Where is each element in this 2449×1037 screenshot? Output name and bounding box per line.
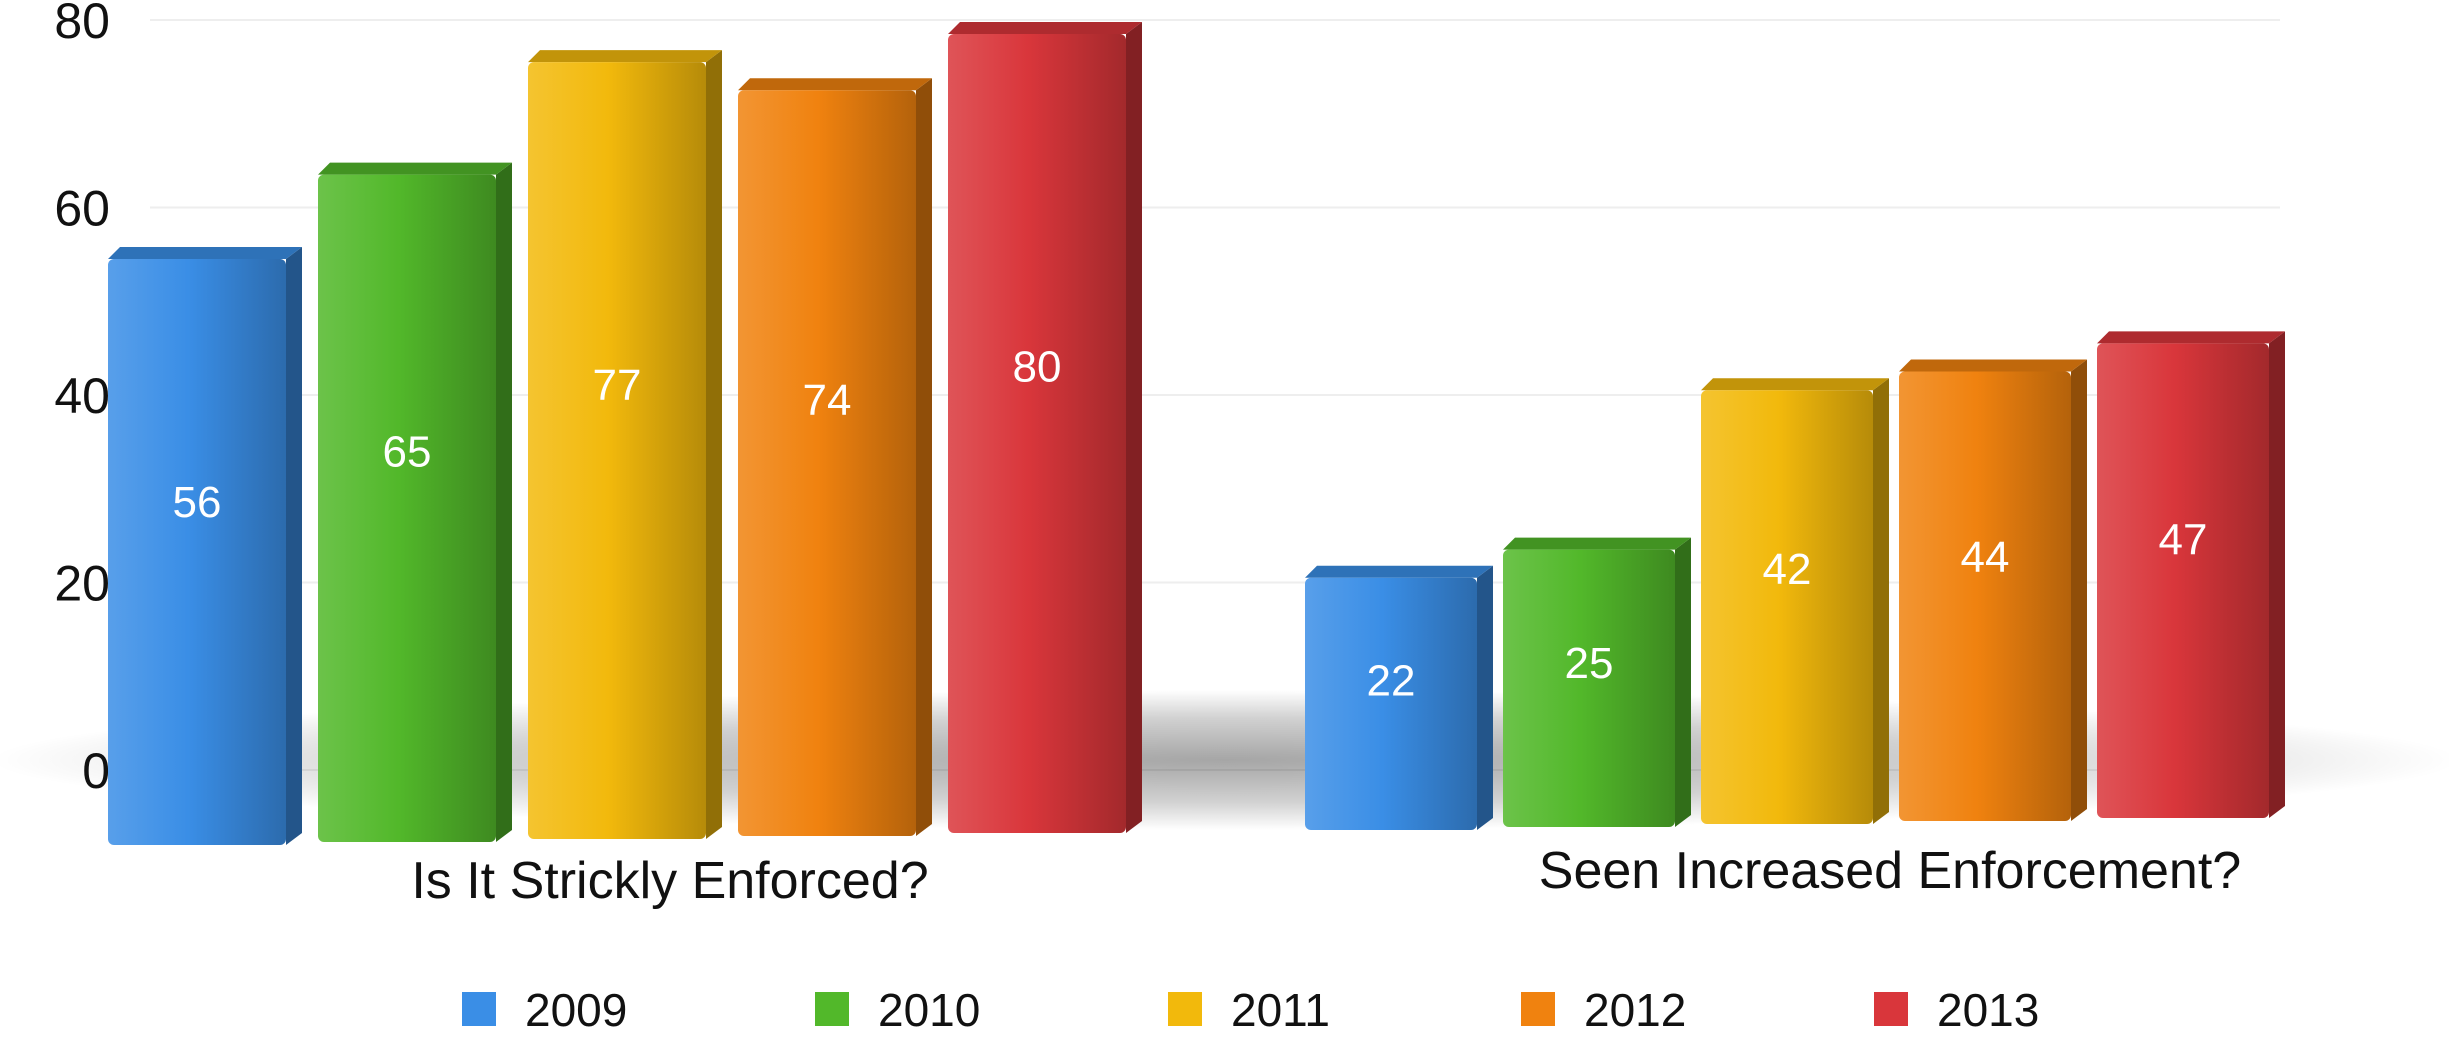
- legend-label: 2011: [1231, 984, 1330, 1036]
- bar-2010-1: 65: [318, 162, 512, 842]
- bar-side: [706, 50, 722, 839]
- category-label: Seen Increased Enforcement?: [1539, 842, 2241, 900]
- bar-top: [1899, 359, 2087, 372]
- bar-side: [1675, 537, 1691, 827]
- bar-value-label: 56: [173, 478, 222, 527]
- y-tick-label: 60: [54, 181, 110, 237]
- bar-2011-1: 77: [528, 50, 722, 839]
- bar-side: [1873, 378, 1889, 824]
- legend-item-2009: 2009: [462, 984, 627, 1036]
- bar-top: [1701, 378, 1889, 391]
- legend-item-2010: 2010: [815, 984, 980, 1036]
- y-axis-ticks: 0 20 40 60 80: [54, 0, 110, 799]
- y-tick-label: 0: [82, 743, 110, 799]
- y-tick-label: 20: [54, 556, 110, 612]
- legend-swatch: [462, 992, 496, 1026]
- bar-side: [1126, 22, 1142, 833]
- bar-side: [2269, 331, 2285, 818]
- bar-front: [1305, 577, 1477, 830]
- bar-value-label: 47: [2159, 515, 2208, 564]
- bar-top: [948, 22, 1142, 34]
- legend-swatch: [1521, 992, 1555, 1026]
- bar-value-label: 44: [1961, 533, 2010, 582]
- bar-front: [1503, 549, 1675, 827]
- bar-front: [528, 62, 706, 839]
- bar-front: [108, 259, 286, 845]
- bar-value-label: 65: [383, 428, 432, 477]
- legend-swatch: [815, 992, 849, 1026]
- bar-side: [286, 247, 302, 845]
- bar-2013-1: 80: [948, 22, 1142, 833]
- bar-2012-1: 74: [738, 78, 932, 836]
- bar-top: [108, 247, 302, 259]
- bar-2010-2: 25: [1503, 537, 1691, 827]
- bar-top: [738, 78, 932, 91]
- bar-front: [948, 34, 1126, 833]
- legend-label: 2012: [1584, 984, 1686, 1036]
- legend-label: 2009: [525, 984, 627, 1036]
- bar-side: [916, 78, 932, 836]
- bar-value-label: 77: [593, 361, 642, 410]
- category-labels: Is It Strickly Enforced? Seen Increased E…: [411, 842, 2241, 910]
- bar-value-label: 22: [1367, 656, 1416, 705]
- bar-top: [2097, 331, 2285, 344]
- bar-2009-1: 56: [108, 247, 302, 845]
- bar-side: [2071, 359, 2087, 821]
- bars: 56 65 77 74 80 22 25 42 44 47: [108, 22, 2285, 845]
- bar-2011-2: 42: [1701, 378, 1889, 824]
- bar-front: [1899, 371, 2071, 821]
- bar-front: [1701, 390, 1873, 824]
- legend-item-2013: 2013: [1874, 984, 2039, 1036]
- legend-item-2011: 2011: [1168, 984, 1330, 1036]
- bar-value-label: 25: [1565, 639, 1614, 688]
- legend-swatch: [1168, 992, 1202, 1026]
- bar-front: [2097, 343, 2269, 818]
- legend-label: 2010: [878, 984, 980, 1036]
- legend-swatch: [1874, 992, 1908, 1026]
- y-tick-label: 80: [54, 0, 110, 49]
- bar-2009-2: 22: [1305, 565, 1493, 830]
- bar-top: [318, 162, 512, 175]
- bar-top: [1503, 537, 1691, 550]
- bar-2012-2: 44: [1899, 359, 2087, 821]
- bar-side: [1477, 565, 1493, 830]
- bar-side: [496, 162, 512, 842]
- bar-front: [318, 174, 496, 842]
- bar-top: [1305, 565, 1493, 578]
- legend: 2009 2010 2011 2012 2013: [462, 984, 2039, 1036]
- legend-item-2012: 2012: [1521, 984, 1686, 1036]
- bar-top: [528, 50, 722, 63]
- bar-value-label: 42: [1763, 545, 1812, 594]
- bar-value-label: 74: [803, 376, 852, 425]
- y-tick-label: 40: [54, 368, 110, 424]
- bar-2013-2: 47: [2097, 331, 2285, 818]
- legend-label: 2013: [1937, 984, 2039, 1036]
- bar-value-label: 80: [1013, 342, 1062, 391]
- bar-front: [738, 90, 916, 836]
- category-label: Is It Strickly Enforced?: [411, 852, 928, 910]
